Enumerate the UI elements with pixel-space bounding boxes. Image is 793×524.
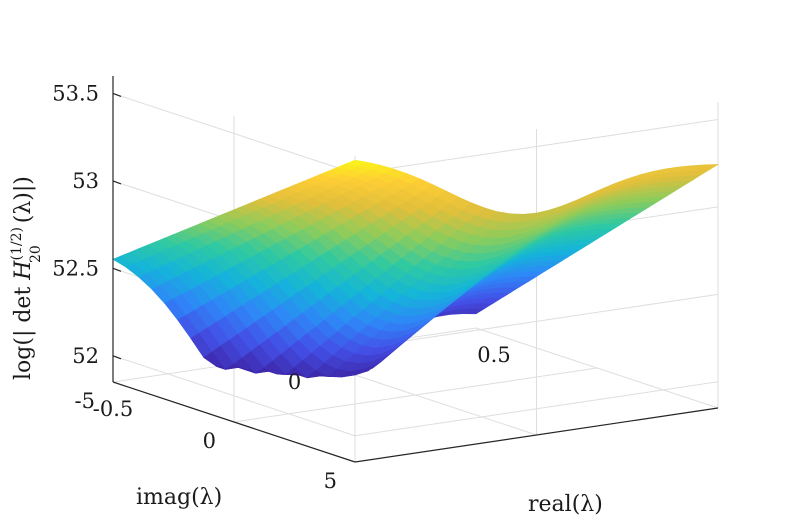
y-tick-label: 5 xyxy=(324,469,337,493)
y-axis-label: imag(λ) xyxy=(136,485,222,510)
z-tick-label: 52.5 xyxy=(52,256,99,280)
axes-lines xyxy=(112,76,719,463)
z-label-prefix: log(| det xyxy=(11,280,36,380)
z-tick-label: 53 xyxy=(72,169,99,193)
axis-line xyxy=(112,381,356,463)
x-tick-label: 0.5 xyxy=(477,343,510,367)
z-label-subscript: 20 xyxy=(28,245,44,263)
z-tick-label: 53.5 xyxy=(52,81,99,105)
y-tick-label: 0 xyxy=(203,429,216,453)
z-tick xyxy=(112,267,122,272)
grid-line xyxy=(233,367,598,423)
z-label-suffix: (λ)|) xyxy=(11,176,36,223)
z-tick xyxy=(112,180,122,185)
z-label-superscript: (1/2) xyxy=(9,227,25,260)
x-tick-label: 0 xyxy=(288,370,301,394)
tick-labels: 52 52.5 53 53.5 -0.5 0 0.5 5 0 -5 xyxy=(52,81,510,493)
surface-mesh xyxy=(112,159,720,379)
x-tick-label: -0.5 xyxy=(93,397,134,421)
y-tick-label: -5 xyxy=(75,389,95,413)
x-axis-label: real(λ) xyxy=(528,492,603,517)
axis-line xyxy=(354,407,719,463)
surface-patch xyxy=(695,164,720,171)
z-tick-label: 52 xyxy=(72,344,99,368)
z-tick xyxy=(112,355,122,360)
z-label-symbol: H xyxy=(11,260,36,281)
z-axis-label: log(| det H(1/2) 20 (λ)|) xyxy=(9,176,44,380)
z-tick xyxy=(112,92,122,98)
